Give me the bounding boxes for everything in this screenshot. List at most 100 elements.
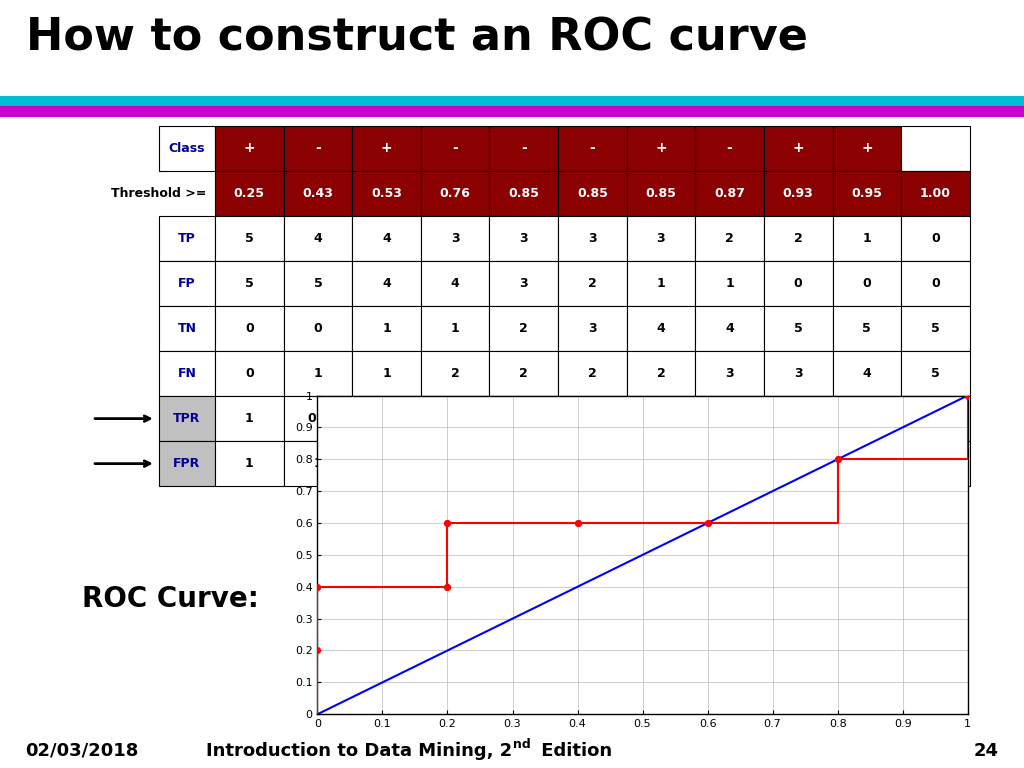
Text: 1: 1	[451, 322, 460, 335]
Text: 2: 2	[794, 232, 803, 245]
Bar	[159, 261, 215, 306]
Bar	[352, 171, 421, 216]
Bar	[215, 126, 284, 171]
Bar	[695, 306, 764, 351]
Bar	[215, 171, 284, 216]
Bar	[489, 261, 558, 306]
Bar	[284, 171, 352, 216]
Bar	[833, 126, 901, 171]
Text: ROC Curve:: ROC Curve:	[82, 584, 259, 613]
Text: 0: 0	[794, 277, 803, 290]
Text: 5: 5	[794, 322, 803, 335]
Bar	[764, 171, 833, 216]
Text: Introduction to Data Mining, 2: Introduction to Data Mining, 2	[206, 742, 512, 760]
Text: 0.85: 0.85	[577, 187, 608, 200]
Text: 0: 0	[862, 457, 871, 470]
Bar	[627, 216, 695, 261]
Bar	[421, 351, 489, 396]
Text: Class: Class	[169, 142, 205, 155]
Bar	[764, 441, 833, 486]
Bar	[421, 261, 489, 306]
Bar	[489, 126, 558, 171]
Bar	[284, 261, 352, 306]
Text: 0.2: 0.2	[719, 457, 740, 470]
Bar	[215, 261, 284, 306]
Text: 1: 1	[245, 457, 254, 470]
Point	[699, 517, 716, 529]
Text: 5: 5	[313, 277, 323, 290]
Bar	[901, 441, 970, 486]
Text: 4: 4	[382, 232, 391, 245]
Bar	[489, 396, 558, 441]
Point	[829, 453, 846, 465]
Bar	[627, 396, 695, 441]
Bar	[764, 261, 833, 306]
Text: 1: 1	[382, 322, 391, 335]
Text: 0.6: 0.6	[513, 412, 535, 425]
Bar	[421, 126, 489, 171]
Bar	[558, 351, 627, 396]
Text: -: -	[727, 141, 732, 155]
Text: 1: 1	[656, 277, 666, 290]
Bar	[627, 351, 695, 396]
Text: +: +	[381, 141, 392, 155]
Bar	[695, 441, 764, 486]
Bar	[833, 441, 901, 486]
Text: 4: 4	[451, 277, 460, 290]
Text: 0.53: 0.53	[371, 187, 402, 200]
Bar	[352, 351, 421, 396]
Bar	[764, 216, 833, 261]
Bar	[489, 171, 558, 216]
Text: 1: 1	[313, 367, 323, 380]
Text: 0: 0	[794, 457, 803, 470]
Bar	[558, 306, 627, 351]
Text: 5: 5	[931, 322, 940, 335]
Text: 0.8: 0.8	[444, 457, 466, 470]
Bar	[558, 126, 627, 171]
Text: 0.8: 0.8	[376, 412, 397, 425]
Point	[569, 517, 586, 529]
Text: 0.6: 0.6	[650, 412, 672, 425]
Text: 2: 2	[656, 367, 666, 380]
Text: 4: 4	[382, 277, 391, 290]
Bar	[489, 216, 558, 261]
Text: 5: 5	[245, 232, 254, 245]
Bar	[833, 351, 901, 396]
Text: 0: 0	[245, 367, 254, 380]
Text: 0: 0	[862, 277, 871, 290]
Text: 0.6: 0.6	[582, 412, 603, 425]
Text: 1: 1	[862, 232, 871, 245]
Text: 3: 3	[519, 277, 528, 290]
Text: 4: 4	[656, 322, 666, 335]
Bar	[558, 216, 627, 261]
Bar	[695, 171, 764, 216]
Text: 0: 0	[931, 412, 940, 425]
Bar	[627, 261, 695, 306]
Bar	[558, 261, 627, 306]
Bar	[215, 216, 284, 261]
Bar	[627, 306, 695, 351]
Text: 3: 3	[725, 367, 734, 380]
Point	[439, 517, 456, 529]
Bar	[159, 216, 215, 261]
Text: 0.6: 0.6	[444, 412, 466, 425]
Text: 2: 2	[725, 232, 734, 245]
Text: +: +	[655, 141, 667, 155]
Bar	[421, 216, 489, 261]
Text: Edition: Edition	[535, 742, 611, 760]
Bar	[833, 261, 901, 306]
Text: 4: 4	[725, 322, 734, 335]
Text: 0.93: 0.93	[782, 187, 814, 200]
Text: 0.2: 0.2	[856, 412, 878, 425]
Text: 3: 3	[451, 232, 460, 245]
Text: 0.6: 0.6	[513, 457, 535, 470]
Point	[959, 389, 976, 402]
Text: +: +	[793, 141, 804, 155]
Bar	[627, 171, 695, 216]
Bar	[215, 441, 284, 486]
Bar	[215, 306, 284, 351]
Bar	[764, 396, 833, 441]
Bar	[421, 441, 489, 486]
Bar	[284, 216, 352, 261]
Bar	[901, 171, 970, 216]
